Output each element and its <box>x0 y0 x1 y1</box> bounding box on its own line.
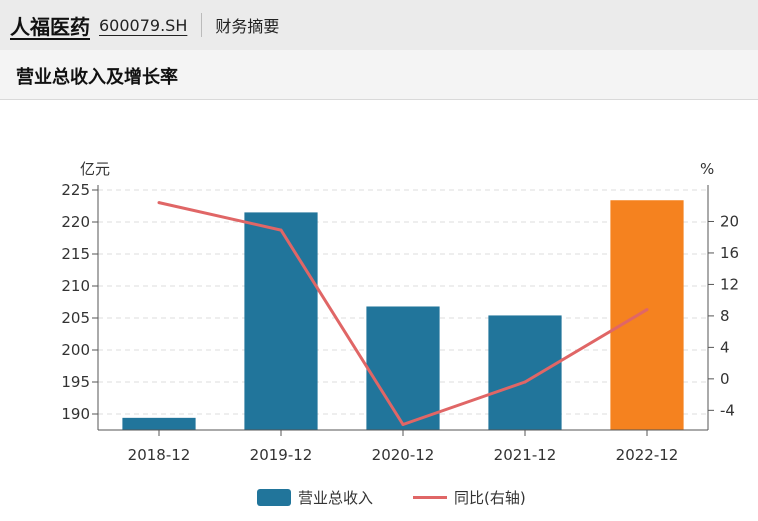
legend: 营业总收入 同比(右轴) <box>257 489 526 507</box>
growth-point-2019-12 <box>279 228 283 232</box>
company-name-link[interactable]: 人福医药 <box>10 14 90 39</box>
y-left-tick-label: 210 <box>61 277 90 295</box>
stock-code-link[interactable]: 600079.SH <box>99 15 188 35</box>
bar-2020-12 <box>366 306 440 430</box>
y-right-tick-label: 12 <box>720 275 739 293</box>
bar-2019-12 <box>244 212 318 430</box>
y-left-tick-label: 225 <box>61 181 90 199</box>
x-tick-label: 2019-12 <box>250 446 313 464</box>
x-tick-label: 2018-12 <box>128 446 191 464</box>
legend-label-revenue: 营业总收入 <box>298 489 373 507</box>
bar-2021-12 <box>488 315 562 430</box>
growth-point-2018-12 <box>157 201 161 205</box>
y-right-unit: % <box>700 160 714 178</box>
legend-swatch-revenue <box>257 489 291 506</box>
bar-series <box>122 200 684 430</box>
divider <box>201 13 203 37</box>
y-right-tick-label: 0 <box>720 370 730 388</box>
growth-point-2021-12 <box>523 380 527 384</box>
x-tick-label: 2021-12 <box>494 446 557 464</box>
growth-point-2022-12 <box>645 308 649 312</box>
x-tick-label: 2022-12 <box>616 446 679 464</box>
chart-title-bar: 营业总收入及增长率 <box>0 50 758 100</box>
axes: 190 195 200 205 210 215 220 225 -4 0 4 8 12 16 20 2018-… <box>61 181 739 464</box>
growth-point-2020-12 <box>401 422 405 426</box>
line-series <box>157 201 649 426</box>
bar-2018-12 <box>122 417 196 430</box>
y-right-tick-label: 16 <box>720 244 739 262</box>
y-left-tick-label: 220 <box>61 213 90 231</box>
y-right-tick-label: 8 <box>720 307 730 325</box>
legend-label-growth: 同比(右轴) <box>454 489 526 507</box>
y-left-tick-label: 190 <box>61 405 90 423</box>
chart-title: 营业总收入及增长率 <box>16 67 178 88</box>
y-right-tick-label: -4 <box>720 401 735 419</box>
top-bar: 人福医药 600079.SH 财务摘要 <box>0 0 758 50</box>
tab-financial-summary[interactable]: 财务摘要 <box>215 17 280 36</box>
y-left-tick-label: 205 <box>61 309 90 327</box>
y-right-tick-label: 4 <box>720 338 730 356</box>
bar-2022-12 <box>610 200 684 430</box>
y-right-tick-label: 20 <box>720 212 739 230</box>
y-left-tick-label: 215 <box>61 245 90 263</box>
x-tick-label: 2020-12 <box>372 446 435 464</box>
y-left-tick-label: 195 <box>61 373 90 391</box>
y-left-unit: 亿元 <box>80 160 110 178</box>
y-left-tick-label: 200 <box>61 341 90 359</box>
grid-lines <box>98 189 708 415</box>
